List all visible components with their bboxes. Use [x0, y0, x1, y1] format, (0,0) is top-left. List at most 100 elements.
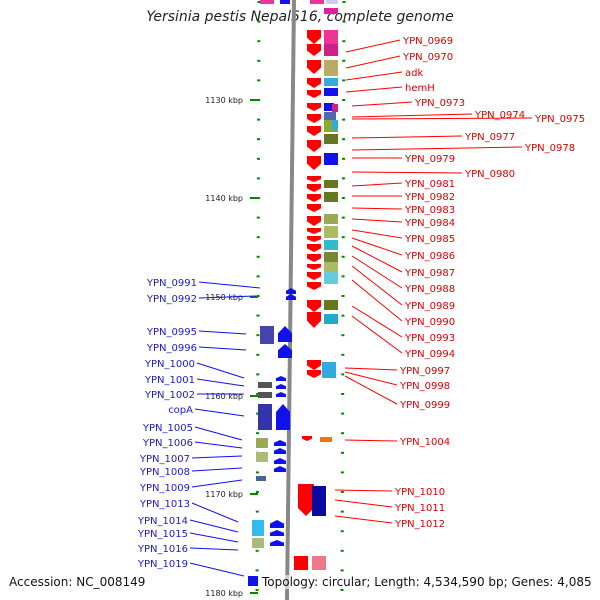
gene-feature-block [324, 240, 338, 250]
gene-label: YPN_0993 [404, 333, 455, 344]
gene-label: YPN_0988 [404, 284, 455, 295]
gene-label: YPN_0987 [404, 268, 455, 279]
gene-arrow [286, 288, 296, 294]
gene-feature-block [324, 192, 338, 202]
leader-line [344, 371, 398, 386]
gene-arrow [307, 300, 321, 312]
leader-line [189, 519, 239, 533]
gene-label: YPN_0975 [534, 114, 585, 125]
scale-label: 1140 kbp [205, 194, 243, 203]
gene-label: YPN_0986 [404, 251, 455, 262]
leader-line [334, 515, 393, 524]
gene-label: YPN_0981 [404, 179, 455, 190]
gene-feature-block [256, 476, 266, 481]
gene-feature-block [324, 214, 338, 224]
gene-label: YPN_1015 [137, 529, 188, 540]
gene-arrow [307, 103, 321, 111]
leader-line [351, 305, 403, 338]
leader-line [351, 146, 523, 151]
gene-arrow [274, 448, 286, 454]
scale-label: 1170 kbp [205, 490, 243, 499]
gene-arrow [307, 114, 321, 123]
leader-line [191, 455, 243, 459]
gene-label: YPN_0989 [404, 301, 455, 312]
gene-label: YPN_1011 [394, 503, 445, 514]
gene-label: YPN_0992 [146, 294, 197, 305]
gene-label: YPN_0973 [414, 98, 465, 109]
gene-feature-block [320, 437, 332, 442]
gene-arrow [274, 458, 286, 464]
gene-feature-block [258, 392, 272, 398]
gene-label: YPN_0998 [399, 381, 450, 392]
leader-line [198, 295, 257, 299]
leader-line [189, 547, 239, 551]
leader-line [351, 218, 403, 223]
gene-feature-block [324, 252, 338, 262]
gene-arrow [276, 404, 290, 430]
leader-line [351, 117, 533, 120]
gene-label: YPN_0979 [404, 154, 455, 165]
gene-arrow [307, 360, 321, 370]
gene-label: YPN_1000 [144, 359, 195, 370]
leader-line [344, 439, 398, 442]
gene-arrow [307, 194, 321, 202]
gene-label: YPN_0997 [399, 366, 450, 377]
gene-label: YPN_1012 [394, 519, 445, 530]
leader-line [351, 207, 403, 210]
gene-arrow [307, 156, 321, 170]
gene-feature-block [332, 120, 338, 130]
gene-feature-block [260, 326, 274, 344]
gene-arrow [307, 228, 321, 234]
gene-label: YPN_1001 [144, 375, 195, 386]
gene-arrow [307, 282, 321, 290]
leader-line [345, 55, 401, 69]
gene-label: hemH [405, 83, 435, 94]
gene-feature-block [324, 153, 338, 165]
leader-line [191, 479, 243, 488]
gene-feature-block [280, 0, 290, 4]
gene-label: YPN_0977 [464, 132, 515, 143]
gene-label: YPN_0983 [404, 205, 455, 216]
gene-label: YPN_0982 [404, 192, 455, 203]
gene-label: YPN_0985 [404, 234, 455, 245]
gene-arrow [307, 90, 321, 98]
gene-feature-block [260, 0, 274, 4]
gene-label: YPN_1006 [142, 438, 193, 449]
gene-label: YPN_1008 [139, 467, 190, 478]
gene-arrow [307, 126, 321, 136]
gene-arrow [278, 326, 292, 342]
leader-line [189, 532, 239, 543]
gene-label: YPN_0974 [474, 110, 525, 121]
gene-label: YPN_1019 [137, 559, 188, 570]
gene-arrow [276, 392, 286, 397]
gene-feature-block [324, 44, 338, 56]
gene-feature-block [324, 103, 334, 111]
gene-label: copA [168, 405, 193, 416]
gene-feature-block [294, 556, 308, 570]
gene-label: YPN_0996 [146, 343, 197, 354]
leader-line [198, 281, 261, 289]
leader-line [334, 489, 393, 492]
gene-arrow [270, 530, 284, 536]
leader-line [344, 367, 398, 371]
leader-line [351, 113, 473, 118]
leader-line [345, 39, 401, 53]
leader-line [351, 182, 403, 187]
gene-feature-block [258, 382, 272, 388]
gene-arrow [307, 312, 321, 328]
leader-line [194, 426, 243, 441]
gene-label: YPN_0990 [404, 317, 455, 328]
gene-arrow [307, 44, 321, 56]
gene-arrow [276, 384, 286, 389]
gene-arrow [307, 60, 321, 74]
gene-feature-block [324, 226, 338, 238]
gene-feature-block [324, 88, 338, 96]
gene-arrow [307, 78, 321, 88]
gene-feature-block [258, 404, 272, 430]
leader-line [196, 362, 245, 379]
scale-label: 1180 kbp [205, 589, 243, 598]
gene-arrow [307, 30, 321, 44]
gene-label: YPN_0991 [146, 278, 197, 289]
leader-line [344, 375, 398, 405]
leader-line [334, 499, 393, 508]
